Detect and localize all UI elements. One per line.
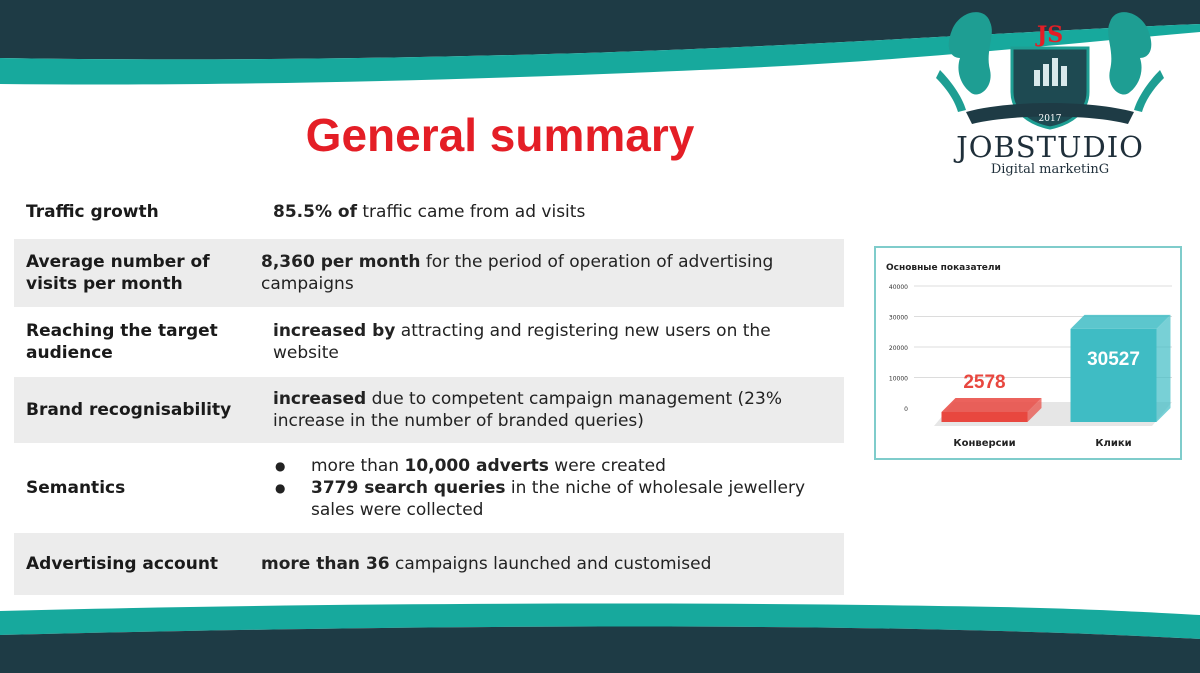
- row-value-text: campaigns launched and customised: [389, 554, 712, 574]
- page-title: General summary: [305, 109, 695, 161]
- logo-year: 2017: [1039, 114, 1062, 124]
- top-banner: [0, 0, 1200, 85]
- row-value-bold: more than 36: [261, 554, 390, 574]
- row-value: increased by attracting and registering …: [273, 320, 833, 364]
- row-label: Brand recognisability: [26, 400, 232, 420]
- semantics-bullet-list: more than 10,000 adverts were created 37…: [273, 455, 833, 521]
- logo-brand: JOBSTUDIO: [956, 130, 1144, 164]
- row-label: Traffic growth: [26, 202, 159, 222]
- bar-data-label: 30527: [1087, 349, 1140, 370]
- x-category-label: Клики: [1095, 438, 1131, 449]
- chart-panel: Основные показатели 0 10000 20000 30000 4000…: [874, 246, 1182, 460]
- y-tick-label: 30000: [889, 315, 908, 322]
- row-label: Reaching the target audience: [26, 321, 218, 363]
- row-value: more than 36 campaigns launched and cust…: [261, 553, 711, 575]
- bullet-bold: 3779 search queries: [311, 478, 506, 498]
- logo-monogram: JS: [1035, 22, 1063, 48]
- bullet-text: in the niche of wholesale jewellery sale…: [311, 478, 806, 520]
- y-tick-label: 20000: [889, 345, 908, 352]
- bullet-pre: more than: [311, 456, 405, 476]
- row-value: 85.5% of traffic came from ad visits: [273, 201, 585, 223]
- y-tick-label: 0: [904, 406, 908, 413]
- bottom-banner: [0, 603, 1200, 673]
- row-value-bold: increased: [273, 389, 367, 409]
- bullet-text: were created: [548, 456, 666, 476]
- y-tick-label: 40000: [889, 284, 908, 291]
- bar-side: [1156, 314, 1171, 422]
- list-item: more than 10,000 adverts were created: [273, 455, 833, 477]
- metrics-bar-chart: Основные показатели 0 10000 20000 30000 4000…: [886, 263, 1172, 449]
- bar-data-label: 2578: [963, 372, 1005, 393]
- row-value-text: for the period of operation of advertisi…: [261, 252, 774, 294]
- row-value-bold: increased by: [273, 321, 396, 341]
- summary-row-account: Advertising account more than 36 campaig…: [14, 533, 844, 595]
- summary-row-brand: Brand recognisability increased due to c…: [14, 377, 844, 443]
- bar: [1070, 328, 1157, 422]
- summary-row-audience: Reaching the target audience increased b…: [14, 307, 844, 377]
- y-tick-label: 10000: [889, 376, 908, 383]
- row-value-bold: 85.5% of: [273, 202, 357, 222]
- summary-table: Traffic growth 85.5% of traffic came fro…: [14, 185, 844, 595]
- jobstudio-logo: JS 2017: [936, 12, 1164, 130]
- row-value-text: due to competent campaign management (23…: [273, 389, 782, 431]
- row-label: Semantics: [26, 478, 126, 498]
- bullet-bold: 10,000 adverts: [404, 456, 549, 476]
- bar: [941, 412, 1028, 422]
- summary-row-semantics: Semantics more than 10,000 adverts were …: [14, 443, 844, 533]
- summary-row-traffic: Traffic growth 85.5% of traffic came fro…: [14, 185, 844, 239]
- row-value: increased due to competent campaign mana…: [273, 388, 833, 432]
- summary-row-visits: Average number of visits per month 8,360…: [14, 239, 844, 307]
- x-category-label: Конверсии: [953, 438, 1015, 449]
- bar-top: [1070, 314, 1171, 329]
- row-label: Average number of visits per month: [26, 252, 210, 294]
- row-value-text: traffic came from ad visits: [356, 202, 586, 222]
- row-value-bold: 8,360 per month: [261, 252, 421, 272]
- bar-top: [941, 398, 1042, 412]
- right-horse-icon: [1108, 12, 1164, 112]
- bar-side: [1027, 398, 1042, 422]
- logo-tagline: Digital marketinG: [990, 162, 1110, 177]
- row-value: 8,360 per month for the period of operat…: [261, 251, 821, 295]
- row-label: Advertising account: [26, 554, 219, 574]
- chart-title: Основные показатели: [886, 263, 1001, 273]
- left-horse-icon: [936, 12, 992, 112]
- list-item: 3779 search queries in the niche of whol…: [273, 477, 833, 521]
- row-value-text: attracting and registering new users on …: [273, 321, 771, 363]
